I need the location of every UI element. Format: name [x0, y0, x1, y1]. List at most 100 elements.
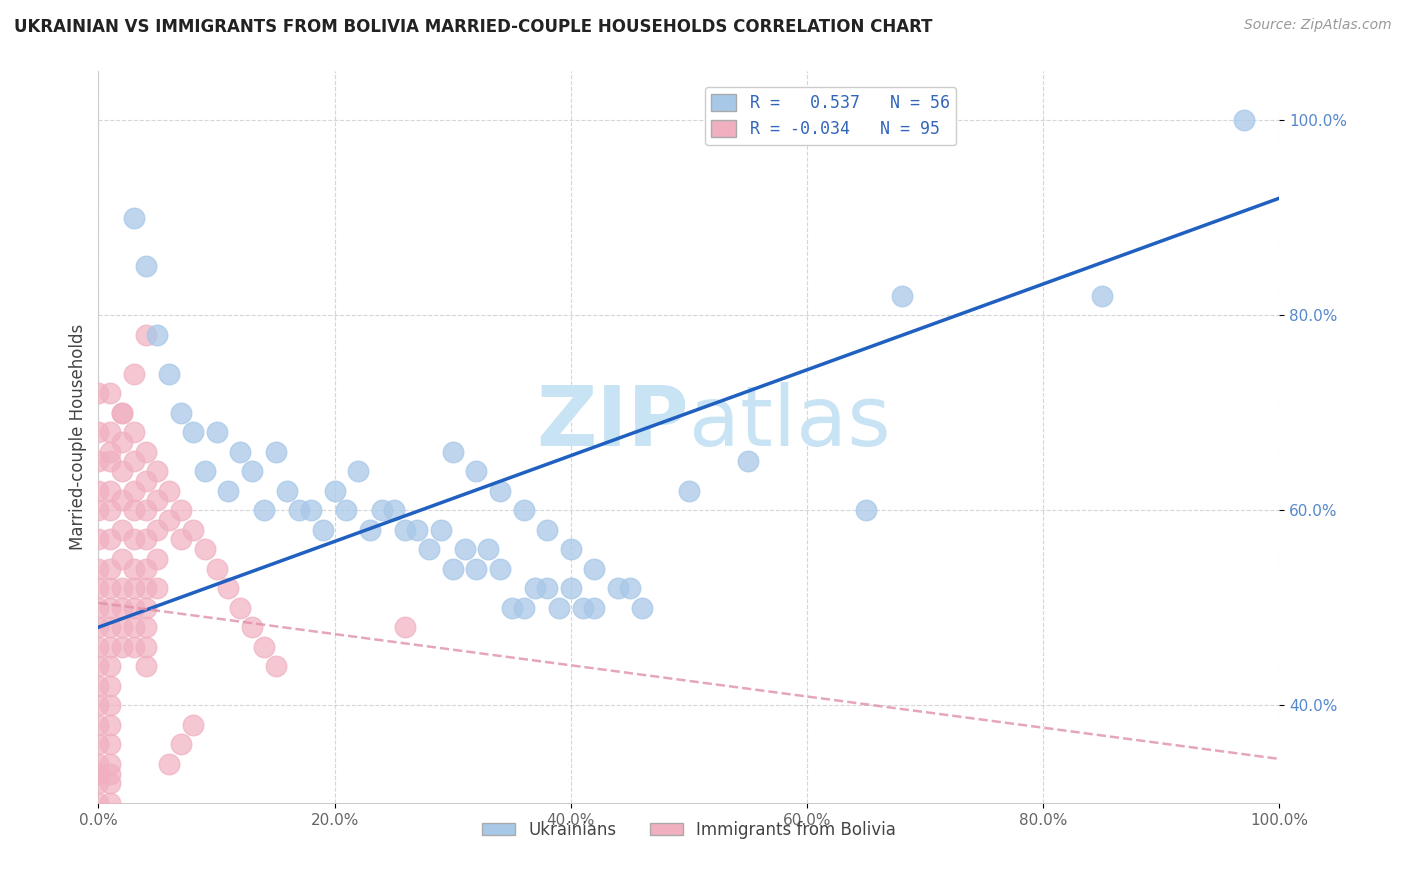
Point: [122, 503, 145, 517]
Point: [1091, 288, 1114, 302]
Point: [323, 483, 346, 498]
Point: [276, 483, 298, 498]
Point: [122, 367, 145, 381]
Point: [181, 718, 204, 732]
Point: [98, 718, 121, 732]
Point: [111, 552, 134, 566]
Point: [135, 562, 157, 576]
Point: [98, 756, 121, 771]
Point: [157, 483, 180, 498]
Y-axis label: Married-couple Households: Married-couple Households: [69, 324, 87, 550]
Point: [583, 562, 606, 576]
Point: [122, 211, 145, 225]
Point: [87, 756, 110, 771]
Point: [217, 581, 239, 595]
Point: [87, 386, 110, 401]
Point: [135, 503, 157, 517]
Point: [111, 434, 134, 449]
Point: [1233, 113, 1256, 128]
Point: [98, 581, 121, 595]
Point: [87, 679, 110, 693]
Point: [135, 640, 157, 654]
Point: [98, 796, 121, 810]
Point: [240, 464, 263, 478]
Point: [98, 766, 121, 780]
Point: [122, 454, 145, 468]
Point: [560, 581, 582, 595]
Point: [264, 444, 287, 458]
Point: [217, 483, 239, 498]
Point: [87, 766, 110, 780]
Point: [87, 620, 110, 634]
Point: [87, 562, 110, 576]
Point: [441, 562, 464, 576]
Point: [146, 464, 169, 478]
Point: [98, 698, 121, 713]
Point: [87, 503, 110, 517]
Point: [855, 503, 877, 517]
Point: [146, 552, 169, 566]
Point: [87, 766, 110, 780]
Point: [111, 523, 134, 537]
Point: [98, 562, 121, 576]
Point: [98, 679, 121, 693]
Point: [524, 581, 547, 595]
Point: [87, 533, 110, 547]
Point: [465, 562, 488, 576]
Point: [299, 503, 322, 517]
Point: [335, 503, 357, 517]
Point: [98, 533, 121, 547]
Point: [890, 288, 912, 302]
Point: [98, 425, 121, 440]
Point: [194, 542, 217, 557]
Point: [98, 386, 121, 401]
Point: [87, 483, 110, 498]
Point: [607, 581, 630, 595]
Point: [146, 327, 169, 342]
Point: [536, 523, 558, 537]
Point: [111, 620, 134, 634]
Point: [382, 503, 405, 517]
Point: [571, 600, 593, 615]
Point: [312, 523, 335, 537]
Point: [87, 718, 110, 732]
Text: UKRAINIAN VS IMMIGRANTS FROM BOLIVIA MARRIED-COUPLE HOUSEHOLDS CORRELATION CHART: UKRAINIAN VS IMMIGRANTS FROM BOLIVIA MAR…: [14, 18, 932, 36]
Point: [135, 327, 157, 342]
Point: [347, 464, 370, 478]
Point: [288, 503, 311, 517]
Point: [253, 503, 276, 517]
Point: [264, 659, 287, 673]
Point: [229, 600, 252, 615]
Point: [111, 406, 134, 420]
Point: [98, 503, 121, 517]
Text: atlas: atlas: [689, 382, 890, 463]
Point: [359, 523, 381, 537]
Point: [87, 737, 110, 751]
Point: [418, 542, 440, 557]
Point: [157, 367, 180, 381]
Point: [111, 464, 134, 478]
Point: [87, 659, 110, 673]
Point: [87, 600, 110, 615]
Point: [229, 444, 252, 458]
Point: [122, 533, 145, 547]
Point: [619, 581, 641, 595]
Point: [181, 523, 204, 537]
Text: ZIP: ZIP: [537, 382, 689, 463]
Point: [512, 600, 534, 615]
Point: [205, 425, 228, 440]
Point: [146, 523, 169, 537]
Point: [98, 444, 121, 458]
Point: [122, 562, 145, 576]
Point: [194, 464, 217, 478]
Point: [536, 581, 558, 595]
Point: [98, 659, 121, 673]
Point: [111, 406, 134, 420]
Point: [489, 483, 512, 498]
Point: [87, 776, 110, 790]
Point: [135, 581, 157, 595]
Point: [87, 796, 110, 810]
Point: [441, 444, 464, 458]
Point: [253, 640, 276, 654]
Point: [111, 640, 134, 654]
